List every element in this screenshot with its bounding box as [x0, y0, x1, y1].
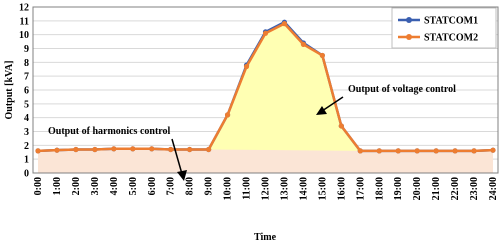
data-point	[224, 112, 231, 118]
data-point	[130, 146, 136, 152]
y-tick-label: 11	[20, 16, 29, 27]
y-tick-label: 2	[24, 141, 29, 152]
x-tick-label: 24:00	[488, 177, 499, 200]
data-point	[187, 146, 193, 153]
legend-box	[391, 7, 497, 49]
data-point	[54, 147, 60, 153]
x-axis-label: Time	[254, 232, 277, 243]
y-tick-label: 12	[19, 3, 29, 14]
annotation-arrow	[321, 96, 344, 112]
data-point	[35, 148, 41, 154]
x-tick-label: 20:00	[412, 177, 423, 200]
data-point	[395, 148, 401, 154]
x-tick-label: 18:00	[374, 177, 385, 200]
data-point	[111, 146, 117, 152]
x-tick-label: 10:00	[223, 177, 234, 200]
x-tick-label: 5:00	[128, 177, 139, 195]
data-point	[168, 146, 174, 153]
y-axis-label: Output [kVA]	[4, 61, 15, 120]
annotation-arrowhead	[177, 170, 187, 181]
data-point	[92, 146, 98, 153]
x-tick-label: 22:00	[450, 177, 461, 200]
x-tick-label: 2:00	[71, 177, 82, 195]
x-tick-label: 14:00	[298, 177, 309, 200]
data-point	[376, 148, 382, 154]
y-tick-label: 0	[24, 169, 29, 180]
y-tick-label: 4	[24, 113, 29, 124]
annotation-arrow	[171, 138, 183, 175]
annotation-arrowhead	[316, 106, 327, 115]
annotation: Output of voltage control	[348, 84, 456, 95]
x-tick-label: 7:00	[166, 177, 177, 195]
data-point	[243, 63, 250, 70]
data-point	[262, 30, 269, 36]
x-tick-label: 17:00	[355, 177, 366, 200]
y-tick-label: 6	[24, 86, 29, 97]
y-tick-label: 5	[24, 99, 29, 110]
data-point	[471, 148, 477, 154]
x-tick-label: 3:00	[90, 177, 101, 195]
x-tick-label: 4:00	[109, 177, 120, 195]
data-point	[452, 148, 458, 154]
data-point	[433, 148, 439, 154]
x-tick-label: 9:00	[204, 177, 215, 195]
x-tick-label: 0:00	[33, 177, 44, 195]
annotation: Output of harmonics control	[48, 126, 171, 137]
data-point	[281, 21, 288, 27]
plot-frame	[32, 6, 499, 174]
legend-marker	[406, 17, 412, 23]
data-point	[300, 41, 307, 47]
legend-label: STATCOM2	[424, 33, 478, 44]
data-point	[149, 146, 155, 152]
data-point	[490, 147, 496, 153]
data-point	[357, 148, 363, 154]
x-tick-label: 23:00	[469, 177, 480, 200]
x-tick-label: 13:00	[279, 177, 290, 200]
y-tick-label: 1	[24, 155, 29, 166]
y-tick-label: 8	[24, 58, 29, 69]
x-tick-label: 8:00	[185, 177, 196, 195]
data-point	[414, 148, 420, 154]
data-point	[319, 52, 325, 59]
x-tick-label: 15:00	[317, 177, 328, 200]
voltage-control-area	[208, 23, 361, 151]
y-tick-label: 9	[24, 44, 29, 55]
x-tick-label: 16:00	[336, 177, 347, 200]
x-tick-label: 1:00	[52, 177, 63, 195]
legend-marker	[406, 34, 412, 40]
data-point	[206, 146, 212, 153]
x-tick-label: 21:00	[431, 177, 442, 200]
x-tick-label: 12:00	[261, 177, 272, 200]
y-tick-label: 3	[24, 127, 29, 138]
x-tick-label: 11:00	[242, 177, 253, 200]
y-tick-label: 7	[24, 72, 29, 83]
data-point	[338, 123, 344, 129]
y-tick-label: 10	[19, 30, 29, 41]
x-tick-label: 19:00	[393, 177, 404, 200]
legend-label: STATCOM1	[424, 16, 478, 27]
x-tick-label: 6:00	[147, 177, 158, 195]
data-point	[73, 146, 79, 153]
